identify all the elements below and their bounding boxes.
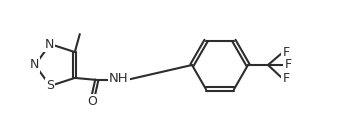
Text: S: S	[46, 79, 54, 92]
Text: F: F	[282, 72, 289, 85]
Text: F: F	[285, 58, 292, 72]
Text: F: F	[282, 46, 289, 59]
Text: N: N	[29, 58, 39, 72]
Text: NH: NH	[109, 72, 128, 85]
Text: N: N	[44, 38, 54, 51]
Text: O: O	[87, 95, 97, 108]
